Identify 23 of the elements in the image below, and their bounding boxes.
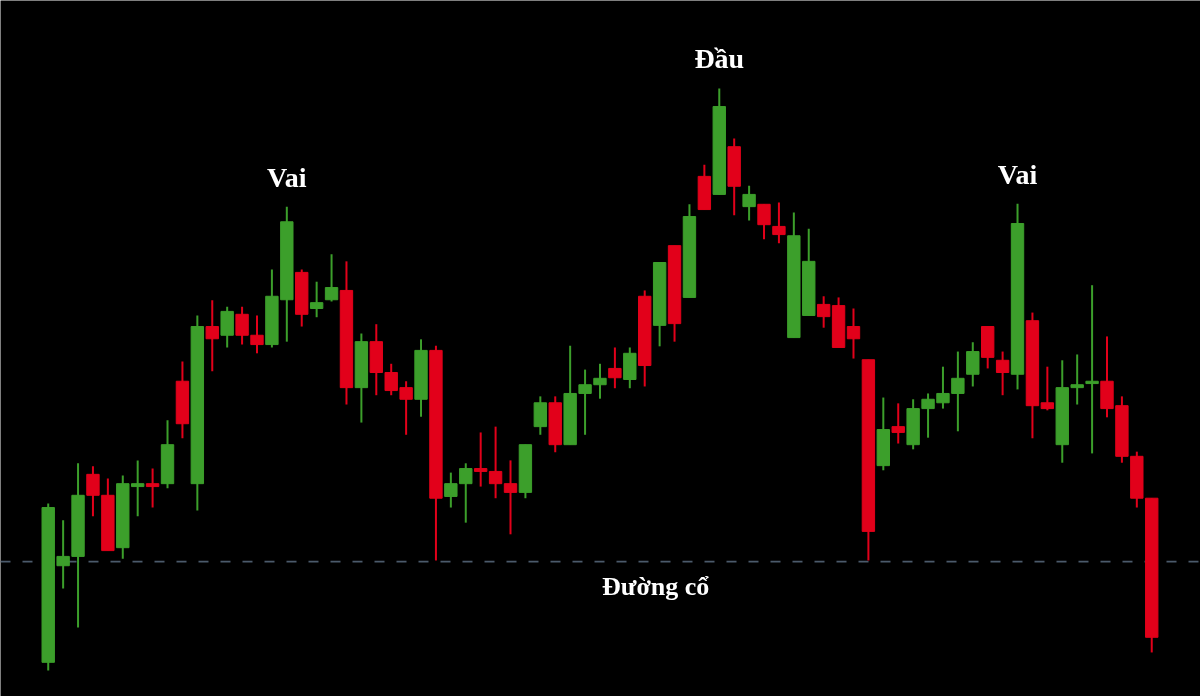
candlestick bbox=[503, 459, 518, 536]
candlestick bbox=[324, 253, 339, 303]
candlestick bbox=[772, 201, 786, 245]
candlestick bbox=[608, 346, 622, 390]
candlestick bbox=[1085, 284, 1099, 455]
annotation: Vai bbox=[267, 161, 307, 193]
candlestick bbox=[205, 299, 219, 373]
candlestick bbox=[966, 341, 980, 388]
annotation: Đầu bbox=[694, 43, 745, 75]
candlestick bbox=[488, 425, 503, 500]
annotation: Vai bbox=[997, 158, 1038, 190]
candlestick bbox=[220, 305, 234, 349]
candlestick bbox=[309, 280, 324, 319]
candlestick bbox=[533, 395, 548, 436]
candlestick bbox=[145, 467, 160, 509]
candlestick bbox=[742, 184, 756, 222]
candlestick bbox=[891, 402, 905, 445]
ref-line-label: Đường cổ bbox=[602, 571, 710, 601]
candlestick bbox=[1040, 365, 1055, 412]
candlestick bbox=[995, 350, 1010, 397]
candlestick bbox=[473, 431, 488, 488]
candlestick bbox=[846, 307, 861, 360]
candlestick bbox=[757, 203, 771, 241]
